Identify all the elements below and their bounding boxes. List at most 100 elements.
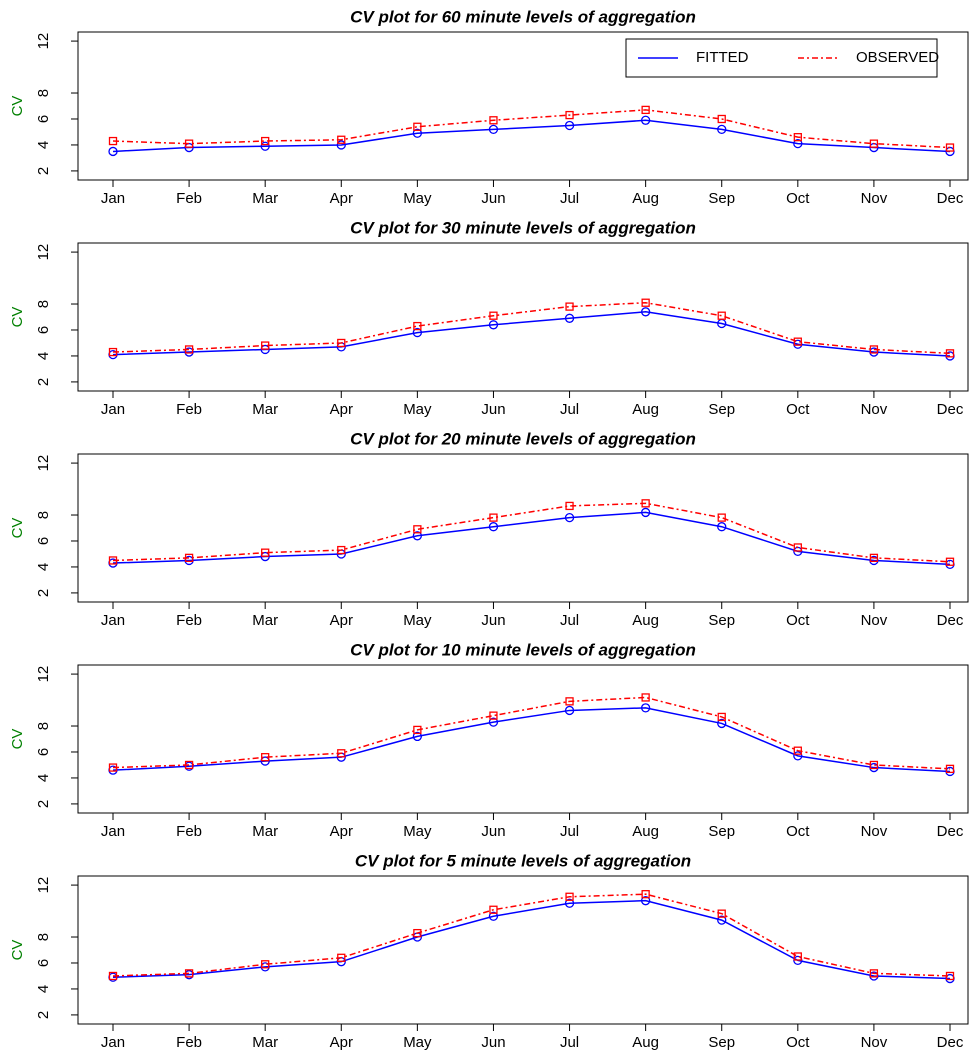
data-point: [564, 313, 575, 323]
data-point: [793, 746, 802, 755]
data-point: [945, 971, 955, 981]
x-tick-label: Dec: [937, 190, 964, 207]
x-tick-label: Nov: [861, 1034, 888, 1051]
y-tick-label: 12: [35, 33, 52, 50]
chart-title: CV plot for 60 minute levels of aggregat…: [350, 7, 696, 26]
y-tick-label: 6: [35, 537, 52, 545]
series-line: [112, 707, 951, 773]
y-tick-label: 12: [35, 877, 52, 894]
series-line: [112, 893, 951, 977]
x-tick-label: Jan: [101, 1034, 125, 1051]
x-tick-label: Aug: [632, 401, 659, 418]
data-point: [640, 115, 651, 125]
y-tick-label: 2: [35, 800, 52, 808]
data-point: [640, 307, 651, 317]
plot-frame: [77, 664, 969, 814]
y-tick-label: 4: [35, 563, 52, 571]
data-point: [413, 928, 422, 938]
x-tick-label: Feb: [176, 1034, 202, 1051]
plot-frame: [77, 453, 969, 603]
data-point: [108, 971, 118, 981]
y-axis-label: CV: [9, 729, 26, 750]
x-tick-label: May: [403, 1034, 432, 1051]
plot-frame: [77, 875, 969, 1025]
data-point: [184, 969, 194, 978]
x-tick-label: Mar: [252, 823, 278, 840]
x-tick-label: Dec: [937, 1034, 964, 1051]
data-point: [108, 146, 118, 157]
data-point: [717, 513, 726, 522]
y-tick-label: 4: [35, 774, 52, 782]
y-tick-label: 8: [35, 89, 52, 97]
y-tick-label: 2: [35, 589, 52, 597]
data-point: [261, 136, 270, 146]
x-tick-label: Oct: [786, 401, 810, 418]
x-tick-label: Apr: [330, 823, 353, 840]
x-tick-label: Jul: [560, 612, 579, 629]
x-tick-label: Jun: [481, 190, 505, 207]
data-point: [640, 507, 651, 518]
x-tick-label: Oct: [786, 612, 810, 629]
x-tick-label: Feb: [176, 823, 202, 840]
data-point: [489, 905, 498, 914]
y-tick-label: 2: [35, 1011, 52, 1019]
x-tick-label: Nov: [861, 190, 888, 207]
data-point: [261, 960, 270, 969]
data-point: [184, 139, 194, 148]
data-point: [413, 122, 422, 131]
data-point: [945, 557, 955, 566]
data-point: [488, 124, 499, 135]
data-point: [793, 952, 802, 961]
data-point: [717, 114, 726, 124]
data-point: [641, 890, 650, 899]
data-point: [717, 909, 726, 918]
data-point: [945, 764, 955, 774]
x-tick-label: Jul: [560, 401, 579, 418]
x-tick-label: Apr: [330, 1034, 353, 1051]
x-tick-label: Dec: [937, 823, 964, 840]
series-line: [112, 696, 951, 770]
data-point: [641, 105, 650, 115]
data-point: [564, 705, 575, 716]
data-point: [565, 302, 574, 311]
y-axis-label: CV: [9, 307, 26, 328]
x-tick-label: Sep: [708, 401, 735, 418]
data-point: [489, 513, 498, 522]
y-tick-label: 6: [35, 326, 52, 334]
x-tick-label: Mar: [252, 612, 278, 629]
data-point: [640, 896, 651, 906]
data-point: [945, 349, 955, 358]
x-tick-label: Apr: [330, 401, 353, 418]
data-point: [260, 141, 270, 151]
data-point: [184, 553, 194, 563]
x-tick-label: Sep: [708, 612, 735, 629]
series-line: [112, 899, 951, 980]
data-point: [488, 320, 499, 330]
data-point: [717, 718, 727, 729]
x-tick-label: Jul: [560, 1034, 579, 1051]
data-point: [717, 712, 726, 722]
legend-label: OBSERVED: [856, 49, 939, 66]
y-tick-label: 12: [35, 666, 52, 683]
plot-frame: [77, 242, 969, 392]
y-tick-label: 4: [35, 141, 52, 149]
x-tick-label: Jan: [101, 190, 125, 207]
data-point: [945, 143, 955, 152]
series-line: [112, 311, 951, 357]
data-point: [565, 697, 574, 706]
data-point: [793, 138, 803, 149]
y-tick-label: 4: [35, 985, 52, 993]
plot-frame: [77, 31, 969, 181]
data-point: [108, 763, 118, 772]
data-point: [717, 915, 727, 925]
data-point: [412, 731, 423, 742]
data-point: [489, 711, 498, 720]
data-point: [108, 136, 118, 146]
series-line: [112, 119, 951, 153]
x-tick-label: Sep: [708, 1034, 735, 1051]
data-point: [793, 543, 802, 552]
x-tick-label: Sep: [708, 190, 735, 207]
x-tick-label: Nov: [861, 823, 888, 840]
data-point: [413, 321, 422, 331]
data-point: [337, 135, 346, 144]
